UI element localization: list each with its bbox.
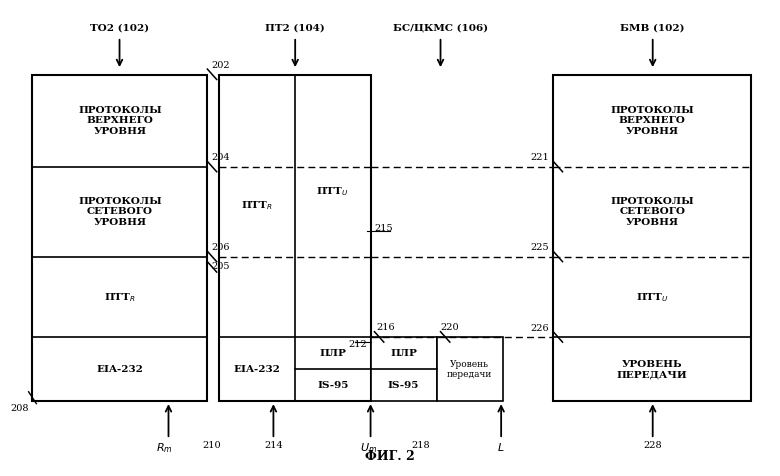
Text: 220: 220 [441,323,459,332]
Text: ПРОТОКОЛЫ
СЕТЕВОГО
УРОВНЯ: ПРОТОКОЛЫ СЕТЕВОГО УРОВНЯ [611,197,694,227]
Text: ПЛР: ПЛР [319,349,346,358]
Text: ПРОТОКОЛЫ
СЕТЕВОГО
УРОВНЯ: ПРОТОКОЛЫ СЕТЕВОГО УРОВНЯ [78,197,161,227]
Text: 216: 216 [377,323,395,332]
Text: БМВ (102): БМВ (102) [620,23,685,32]
Text: ПРОТОКОЛЫ
ВЕРХНЕГО
УРОВНЯ: ПРОТОКОЛЫ ВЕРХНЕГО УРОВНЯ [611,106,694,136]
Text: 215: 215 [374,224,393,233]
Text: 204: 204 [211,153,230,162]
Text: ПРОТОКОЛЫ
ВЕРХНЕГО
УРОВНЯ: ПРОТОКОЛЫ ВЕРХНЕГО УРОВНЯ [78,106,161,136]
Text: ПТ2 (104): ПТ2 (104) [265,23,325,32]
Text: ПТТ$_U$: ПТТ$_U$ [317,186,349,198]
Bar [437,337,502,401]
Text: УРОВЕНЬ
ПЕРЕДАЧИ: УРОВЕНЬ ПЕРЕДАЧИ [617,360,688,379]
Text: Уровень
передачи: Уровень передачи [447,360,492,379]
Text: ПЛР: ПЛР [390,349,417,358]
Text: $U_m$: $U_m$ [360,441,377,455]
Bar [553,75,751,401]
Text: 210: 210 [202,441,221,450]
Text: $L$: $L$ [498,441,505,454]
Text: 218: 218 [412,441,431,450]
Text: ФИГ. 2: ФИГ. 2 [365,450,415,463]
Text: $R_m$: $R_m$ [156,441,173,455]
Text: IS-95: IS-95 [388,381,420,390]
Text: 214: 214 [264,441,283,450]
Text: ТО2 (102): ТО2 (102) [90,23,149,32]
Text: ПТТ$_R$: ПТТ$_R$ [241,199,273,212]
Text: 208: 208 [10,404,29,413]
Bar [33,75,207,401]
Text: 206: 206 [211,243,230,252]
Text: 221: 221 [530,153,549,162]
Text: 202: 202 [211,61,230,70]
Text: 228: 228 [644,441,662,450]
Text: 212: 212 [348,340,367,349]
Text: EIA-232: EIA-232 [97,365,144,374]
Text: 205: 205 [211,262,230,271]
Text: IS-95: IS-95 [317,381,349,390]
Text: 225: 225 [530,243,549,252]
Text: 226: 226 [530,324,549,333]
Bar [370,337,437,401]
Text: ПТТ$_R$: ПТТ$_R$ [104,291,136,304]
Text: ПТТ$_U$: ПТТ$_U$ [636,291,668,304]
Text: БС/ЦКМС (106): БС/ЦКМС (106) [393,23,488,32]
Text: EIA-232: EIA-232 [233,365,280,374]
Bar [219,75,370,401]
